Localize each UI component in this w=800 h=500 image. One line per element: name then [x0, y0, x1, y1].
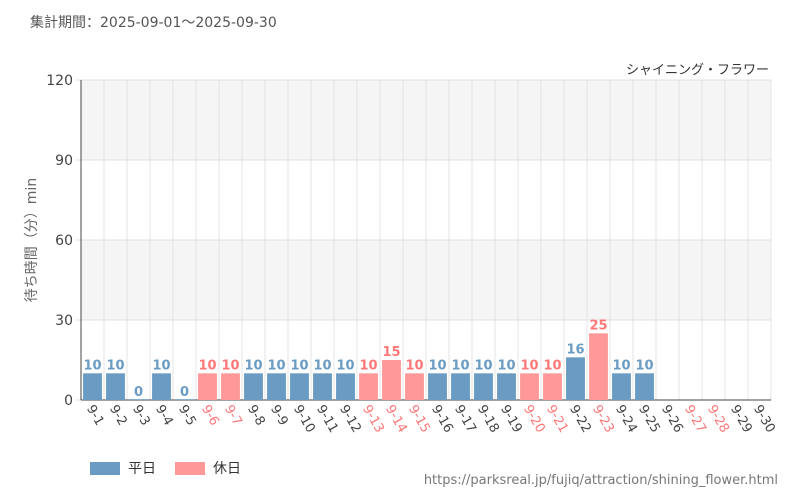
data-label-9-17: 10	[451, 358, 469, 373]
bar-9-21	[543, 373, 562, 400]
bar-9-2	[106, 373, 125, 400]
bar-9-6	[198, 373, 217, 400]
x-tick-label-9-8: 9-8	[244, 403, 268, 429]
data-label-9-14: 15	[382, 345, 400, 360]
data-label-9-8: 10	[244, 358, 262, 373]
data-label-9-2: 10	[106, 358, 124, 373]
data-label-9-13: 10	[359, 358, 377, 373]
x-tick-label-9-21: 9-21	[543, 403, 571, 436]
data-label-9-25: 10	[635, 358, 653, 373]
x-tick-label-9-25: 9-25	[635, 403, 663, 436]
y-tick-label: 120	[46, 73, 73, 89]
legend-holiday: 休日	[175, 458, 241, 478]
x-tick-label-9-19: 9-19	[497, 403, 525, 436]
x-tick-label-9-22: 9-22	[566, 403, 594, 436]
data-label-9-24: 10	[612, 358, 630, 373]
data-label-9-7: 10	[221, 358, 239, 373]
bar-9-1	[83, 373, 102, 400]
bar-9-24	[612, 373, 631, 400]
x-tick-label-9-4: 9-4	[152, 403, 176, 429]
y-tick-label: 60	[55, 233, 73, 249]
x-tick-label-9-17: 9-17	[451, 403, 479, 436]
x-tick-label-9-20: 9-20	[520, 403, 548, 436]
x-tick-label-9-13: 9-13	[359, 403, 387, 436]
legend-weekday-swatch	[90, 461, 120, 475]
chart-title: シャイニング・フラワー	[626, 63, 769, 78]
x-tick-label-9-27: 9-27	[681, 403, 709, 436]
period-label: 集計期間：2025-09-01～2025-09-30	[30, 15, 277, 31]
bar-9-8	[244, 373, 263, 400]
y-axis-label: 待ち時間（分）min	[24, 178, 40, 302]
bar-9-10	[290, 373, 309, 400]
x-tick-label-9-1: 9-1	[83, 403, 107, 429]
bar-9-9	[267, 373, 286, 400]
data-label-9-12: 10	[336, 358, 354, 373]
bar-9-12	[336, 373, 355, 400]
bar-9-25	[635, 373, 654, 400]
data-label-9-5: 0	[180, 385, 189, 400]
legend-weekday-label: 平日	[128, 461, 156, 477]
data-label-9-10: 10	[290, 358, 308, 373]
source-url[interactable]: https://parksreal.jp/fujiq/attraction/sh…	[423, 473, 778, 488]
y-tick-label: 30	[55, 313, 73, 329]
x-tick-label-9-12: 9-12	[336, 403, 364, 436]
bar-9-7	[221, 373, 240, 400]
x-tick-label-9-11: 9-11	[313, 403, 341, 436]
x-tick-label-9-7: 9-7	[221, 403, 245, 429]
data-label-9-9: 10	[267, 358, 285, 373]
data-label-9-23: 25	[589, 318, 607, 333]
bar-9-16	[428, 373, 447, 400]
data-label-9-3: 0	[134, 385, 143, 400]
data-label-9-18: 10	[474, 358, 492, 373]
bar-9-20	[520, 373, 539, 400]
x-tick-label-9-16: 9-16	[428, 403, 456, 436]
x-tick-label-9-3: 9-3	[129, 403, 153, 429]
bar-9-15	[405, 373, 424, 400]
x-tick-label-9-2: 9-2	[106, 403, 130, 429]
x-tick-label-9-9: 9-9	[267, 403, 291, 429]
x-tick-label-9-30: 9-30	[750, 403, 778, 436]
bar-9-13	[359, 373, 378, 400]
bar-9-23	[589, 333, 608, 400]
bar-9-14	[382, 360, 401, 400]
bar-9-5	[175, 399, 194, 400]
data-label-9-16: 10	[428, 358, 446, 373]
x-tick-label-9-18: 9-18	[474, 403, 502, 436]
x-tick-label-9-24: 9-24	[612, 403, 640, 436]
y-tick-label: 90	[55, 153, 73, 169]
bar-9-11	[313, 373, 332, 400]
data-label-9-22: 16	[566, 342, 584, 357]
bar-9-4	[152, 373, 171, 400]
data-label-9-4: 10	[152, 358, 170, 373]
x-tick-label-9-26: 9-26	[658, 403, 686, 436]
x-tick-label-9-10: 9-10	[290, 403, 318, 436]
legend-holiday-swatch	[175, 461, 205, 475]
x-tick-label-9-14: 9-14	[382, 403, 410, 436]
data-label-9-6: 10	[198, 358, 216, 373]
y-tick-label: 0	[64, 393, 73, 409]
data-label-9-15: 10	[405, 358, 423, 373]
x-tick-label-9-23: 9-23	[589, 403, 617, 436]
legend-weekday: 平日	[90, 458, 156, 478]
bar-9-19	[497, 373, 516, 400]
data-label-9-19: 10	[497, 358, 515, 373]
bar-9-17	[451, 373, 470, 400]
data-label-9-1: 10	[83, 358, 101, 373]
bar-9-18	[474, 373, 493, 400]
data-label-9-21: 10	[543, 358, 561, 373]
x-tick-label-9-5: 9-5	[175, 403, 199, 429]
bar-9-22	[566, 357, 585, 400]
data-label-9-11: 10	[313, 358, 331, 373]
x-tick-label-9-28: 9-28	[704, 403, 732, 436]
x-tick-label-9-6: 9-6	[198, 403, 222, 429]
data-label-9-20: 10	[520, 358, 538, 373]
x-tick-label-9-15: 9-15	[405, 403, 433, 436]
bar-9-3	[129, 399, 148, 400]
x-tick-label-9-29: 9-29	[727, 403, 755, 436]
legend-holiday-label: 休日	[213, 461, 241, 477]
